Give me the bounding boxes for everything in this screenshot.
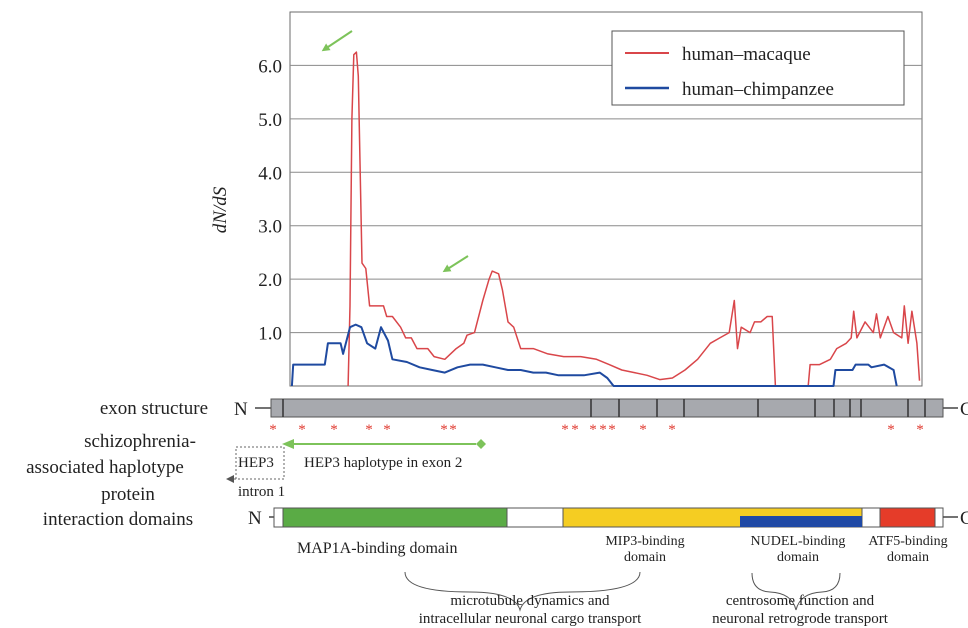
y-tick-label: 3.0 [258,217,282,238]
variant-star: * [269,422,277,438]
domain-label-mip3-sub: domain [624,550,666,565]
row-label-interaction-domains: interaction domains [43,509,193,530]
variant-star: * [608,422,616,438]
legend-label-human-macaque: human–macaque [682,44,811,65]
exon-c-terminus: C [960,399,968,420]
domain-map1a [282,507,508,528]
variant-star: * [561,422,569,438]
variant-star: * [599,422,607,438]
domain-nudel [740,516,862,527]
series-line-human-macaque [347,51,921,387]
protein-n-segment [273,507,284,528]
centrosome-label-sub: neuronal retrogrode transport [712,611,889,627]
domain-atf5 [879,507,936,528]
y-tick-label: 2.0 [258,270,282,291]
domain-label-atf5-sub: domain [887,550,929,565]
domain-label-mip3: MIP3-binding [605,534,684,549]
row-label-haplotype: associated haplotype [26,457,184,478]
microtubule-label: microtubule dynamics and [450,593,610,609]
row-label-exon-structure: exon structure [100,398,208,419]
exon2-left-arrow-icon [282,439,294,449]
function-annotations: microtubule dynamics and intracellular n… [404,571,889,627]
y-tick-label: 5.0 [258,110,282,131]
microtubule-brace [404,571,641,612]
variant-star: * [330,422,338,438]
variant-star: * [639,422,647,438]
exon-n-terminus: N [234,399,248,420]
row-label-protein: protein [101,484,155,505]
exon2-right-diamond-icon [476,439,486,449]
hep3-label: HEP3 [238,455,274,471]
variant-star: * [365,422,373,438]
exon-bar [270,398,944,418]
exon2-haplotype-label: HEP3 haplotype in exon 2 [304,455,462,471]
legend: human–macaque human–chimpanzee [611,30,905,106]
variant-star: * [383,422,391,438]
variant-star: * [668,422,676,438]
domain-label-nudel: NUDEL-binding [751,534,846,549]
variant-star: * [298,422,306,438]
domain-label-nudel-sub: domain [777,550,819,565]
protein-c-terminus: C [960,508,968,529]
haplotype-row: HEP3 intron 1 HEP3 haplotype in exon 2 [226,439,486,500]
gridlines [290,64,922,334]
protein-domain-row: N C MAP1A-binding domain MIP3-binding do… [248,507,968,565]
exon-structure-row: N C * * * * * * * * * * * * * * * * [234,398,968,438]
y-tick-label: 1.0 [258,324,282,345]
legend-box [611,30,905,106]
row-labels: exon structure schizophrenia- associated… [26,398,208,530]
centrosome-label: centrosome function and [726,593,875,609]
series-line-human-chimpanzee [290,323,898,387]
exon-boundaries [282,399,926,417]
dnds-chart: 1.0 2.0 3.0 4.0 5.0 6.0 dN/dS human–macaque h… [210,11,923,387]
variant-star: * [571,422,579,438]
y-tick-labels: 1.0 2.0 3.0 4.0 5.0 6.0 [258,56,282,344]
hep3-arrowhead-icon [226,475,234,483]
row-label-schizophrenia: schizophrenia- [84,431,196,452]
variant-stars: * * * * * * * * * * * * * * * * [269,422,924,438]
protein-n-terminus: N [248,508,262,529]
peak-arrow-icon [321,30,353,52]
hep3-intron-label: intron 1 [238,484,285,500]
variant-star: * [916,422,924,438]
variant-star: * [440,422,448,438]
legend-label-human-chimpanzee: human–chimpanzee [682,79,834,100]
variant-star: * [449,422,457,438]
microtubule-label-sub: intracellular neuronal cargo transport [419,611,642,627]
y-tick-label: 6.0 [258,56,282,77]
variant-star: * [589,422,597,438]
domain-label-atf5: ATF5-binding [868,534,947,549]
peak-arrow-icon [442,255,469,273]
centrosome-brace [751,572,841,611]
y-tick-label: 4.0 [258,163,282,184]
variant-star: * [887,422,895,438]
y-axis-label: dN/dS [210,186,231,233]
series-lines [290,51,921,387]
plot-frame [289,11,923,387]
domain-label-map1a: MAP1A-binding domain [297,540,457,557]
